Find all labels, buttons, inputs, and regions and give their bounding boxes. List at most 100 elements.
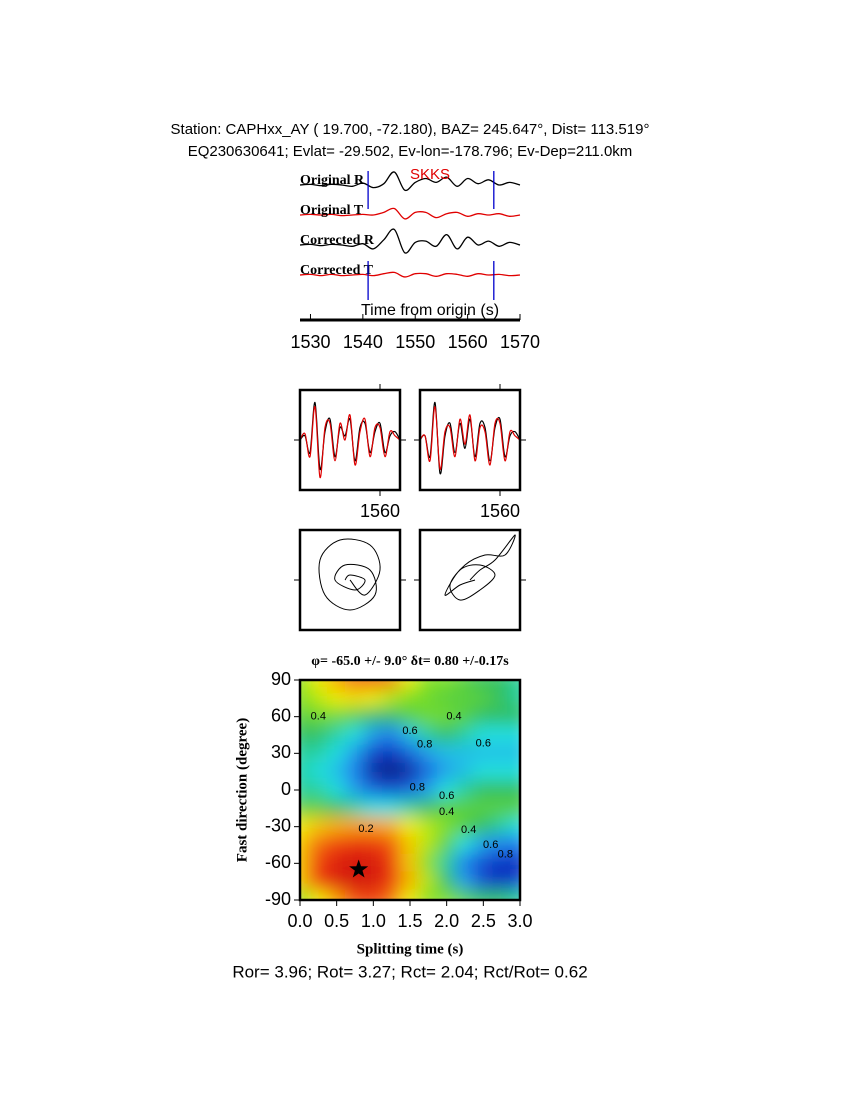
energy-cell [454, 798, 476, 819]
energy-cell [509, 706, 520, 727]
energy-cell [300, 853, 311, 874]
energy-cell [300, 871, 311, 892]
energy-cell [509, 798, 520, 819]
energy-cell [308, 779, 329, 801]
energy-cell [491, 798, 512, 819]
energy-cell [418, 834, 439, 856]
y-tick-label: -60 [265, 852, 291, 872]
energy-cell [308, 871, 329, 892]
energy-cell [363, 688, 384, 709]
energy-cell [308, 816, 329, 837]
energy-cell [381, 798, 402, 819]
energy-cell [399, 688, 421, 709]
phase-label: SKKS [410, 166, 450, 183]
trace-label: Original R [300, 173, 365, 188]
energy-cell [436, 779, 457, 801]
y-tick-label: 30 [271, 742, 291, 762]
energy-cell [308, 743, 329, 764]
x-axis-label: Splitting time (s) [357, 941, 464, 957]
energy-cell [454, 816, 476, 837]
energy-cell [381, 889, 402, 900]
energy-cell [436, 889, 457, 900]
energy-cell [418, 871, 439, 892]
energy-cell [473, 688, 494, 709]
energy-cell [344, 798, 366, 819]
energy-cell [399, 889, 421, 900]
energy-cell [308, 724, 329, 746]
energy-cell [363, 724, 384, 746]
energy-cell [454, 834, 476, 856]
contour-label: 0.4 [446, 711, 461, 723]
energy-cell [418, 761, 439, 782]
energy-cell [473, 779, 494, 801]
energy-cell [363, 853, 384, 874]
particle-motion [444, 534, 516, 601]
energy-cell [491, 680, 512, 691]
energy-cell [399, 706, 421, 727]
energy-cell [344, 724, 366, 746]
energy-cell [363, 779, 384, 801]
contour-label: 0.4 [439, 806, 454, 818]
contour-label: 0.6 [402, 725, 417, 737]
waveform [299, 401, 401, 470]
x-tick-label: 1.0 [361, 911, 386, 931]
energy-cell [381, 724, 402, 746]
x-tick-label: 3.0 [507, 911, 532, 931]
energy-cell [326, 688, 347, 709]
energy-cell [381, 688, 402, 709]
energy-cell [509, 889, 520, 900]
energy-cell [363, 680, 384, 691]
x-tick-label: 1540 [343, 332, 383, 352]
contour-label: 0.2 [358, 823, 373, 835]
energy-cell [418, 724, 439, 746]
energy-cell [473, 853, 494, 874]
energy-cell [326, 680, 347, 691]
energy-cell [344, 743, 366, 764]
contour-title: φ= -65.0 +/- 9.0° δt= 0.80 +/-0.17s [311, 654, 509, 669]
energy-cell [509, 853, 520, 874]
energy-cell [509, 816, 520, 837]
energy-cell [436, 816, 457, 837]
energy-cell [509, 761, 520, 782]
energy-cell [399, 816, 421, 837]
x-tick-label: 1.5 [397, 911, 422, 931]
x-tick-label: 1560 [480, 501, 520, 521]
contour-label: 0.4 [461, 824, 476, 836]
energy-cell [344, 706, 366, 727]
contour-cells [300, 680, 520, 900]
y-axis-label: Fast direction (degree) [234, 718, 250, 862]
energy-cell [326, 871, 347, 892]
energy-cell [436, 724, 457, 746]
energy-cell [300, 680, 311, 691]
energy-cell [300, 688, 311, 709]
energy-cell [436, 743, 457, 764]
energy-cell [399, 724, 421, 746]
energy-cell [344, 834, 366, 856]
header-line: EQ230630641; Evlat= -29.502, Ev-lon=-178… [188, 143, 633, 160]
x-axis-label: Time from origin (s) [361, 302, 499, 319]
y-tick-label: -30 [265, 815, 291, 835]
energy-cell [381, 706, 402, 727]
contour-label: 0.6 [483, 839, 498, 851]
energy-cell [491, 816, 512, 837]
footer: Ror= 3.96; Rot= 3.27; Rct= 2.04; Rct/Rot… [232, 962, 587, 981]
energy-cell [418, 688, 439, 709]
x-tick-label: 1530 [290, 332, 330, 352]
energy-cell [399, 871, 421, 892]
energy-cell [418, 889, 439, 900]
x-tick-label: 2.5 [471, 911, 496, 931]
energy-cell [418, 798, 439, 819]
energy-cell [509, 834, 520, 856]
particle-motion [318, 538, 381, 611]
energy-cell [473, 871, 494, 892]
energy-cell [491, 871, 512, 892]
energy-cell [300, 706, 311, 727]
energy-cell [300, 761, 311, 782]
energy-cell [454, 680, 476, 691]
energy-cell [454, 761, 476, 782]
energy-cell [381, 743, 402, 764]
energy-cell [473, 706, 494, 727]
energy-cell [300, 834, 311, 856]
energy-cell [308, 834, 329, 856]
waveform [419, 406, 521, 470]
